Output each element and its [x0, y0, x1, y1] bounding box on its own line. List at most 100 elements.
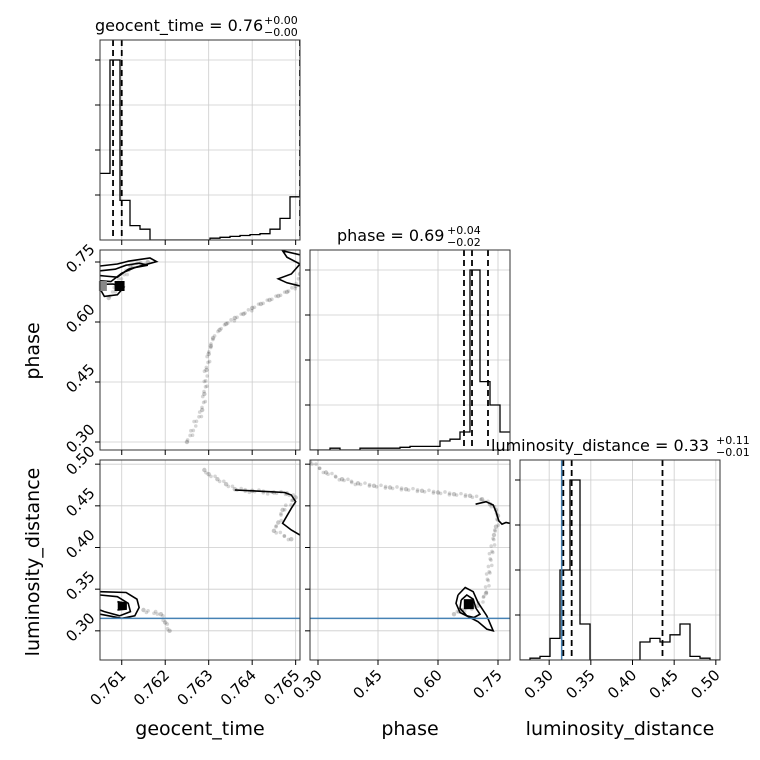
sample-point — [205, 366, 209, 370]
grid-layer — [100, 40, 720, 660]
contour-line — [278, 251, 300, 286]
tick-label-y: 0.60 — [62, 300, 98, 336]
panel-luminosity_distance-vs-geocent_time — [100, 468, 300, 633]
sample-point — [488, 552, 492, 556]
sample-point — [253, 305, 257, 309]
sample-point — [279, 513, 283, 517]
ylabel-phase: phase — [22, 322, 44, 379]
title-luminosity-distance: luminosity_distance = 0.33 — [491, 436, 709, 456]
sample-point — [368, 483, 372, 487]
sample-point — [243, 311, 247, 315]
frame-layer — [100, 40, 720, 660]
sample-point — [279, 531, 283, 535]
sample-point — [203, 400, 207, 404]
sample-point — [266, 492, 270, 496]
density-peak — [115, 281, 125, 291]
sample-point — [310, 462, 314, 466]
sample-point — [330, 472, 334, 476]
sample-point — [191, 433, 195, 437]
sample-point — [314, 462, 318, 466]
sample-point — [481, 600, 485, 604]
sample-point — [489, 558, 493, 562]
sample-point — [482, 595, 486, 599]
sample-point — [455, 493, 459, 497]
sample-point — [247, 308, 251, 312]
sample-point — [411, 487, 415, 491]
sample-point — [363, 481, 367, 485]
panel-frame — [100, 460, 300, 660]
sample-point — [359, 483, 363, 487]
sample-point — [213, 334, 217, 338]
density-peak — [118, 602, 126, 610]
sample-point — [484, 585, 488, 589]
histogram-phase — [310, 250, 510, 450]
sample-point — [471, 495, 475, 499]
sample-point — [487, 584, 491, 588]
sample-point — [334, 475, 338, 479]
sample-point — [276, 520, 280, 524]
sample-point — [350, 480, 354, 484]
sample-point — [274, 525, 278, 529]
title-phase: phase = 0.69 — [337, 226, 444, 245]
tick-label-x: 0.761 — [86, 666, 129, 709]
tick-label-x: 0.50 — [687, 666, 723, 702]
sample-point — [200, 415, 204, 419]
sample-point — [494, 524, 498, 528]
sample-point — [491, 551, 495, 555]
tick-label-x: 0.763 — [173, 666, 216, 709]
sample-point — [427, 489, 431, 493]
sample-point — [227, 485, 231, 489]
sample-point — [204, 379, 208, 383]
sample-point — [416, 488, 420, 492]
sample-point — [209, 342, 213, 346]
sample-point — [218, 480, 222, 484]
tick-label-y: 0.35 — [62, 567, 98, 603]
tick-label-x: 0.45 — [349, 666, 385, 702]
sample-point — [280, 508, 284, 512]
sample-point — [207, 350, 211, 354]
tick-layer: 0.761 0.762 0.763 0.764 0.7650.30 0.45 0.60 0.7… — [62, 60, 723, 709]
tick-label-y: 0.45 — [62, 360, 98, 396]
tick-label-x: 0.35 — [562, 666, 598, 702]
sample-point — [452, 612, 456, 616]
tick-label-x: 0.45 — [646, 666, 682, 702]
sample-point — [205, 374, 209, 378]
sample-point — [186, 438, 190, 442]
sample-point — [125, 273, 129, 277]
sample-point — [274, 531, 278, 535]
sample-point — [226, 321, 230, 325]
histogram-geocent_time — [100, 40, 300, 240]
sample-point — [141, 608, 145, 612]
sample-point — [290, 286, 294, 290]
sample-point — [284, 503, 288, 507]
tick-label-x: 0.30 — [521, 666, 557, 702]
ylabel-luminosity-distance: luminosity_distance — [22, 468, 44, 657]
sample-point — [493, 529, 497, 533]
sample-point — [384, 485, 388, 489]
sample-point — [400, 486, 404, 490]
sample-point — [287, 289, 291, 293]
sample-point — [152, 611, 156, 615]
sample-point — [489, 544, 493, 548]
sample-point — [490, 564, 494, 568]
sample-point — [443, 490, 447, 494]
sample-point — [279, 293, 283, 297]
sample-point — [318, 466, 322, 470]
sample-point — [120, 277, 124, 281]
tick-label-x: 0.764 — [217, 666, 260, 709]
tick-label-y: 0.30 — [62, 609, 98, 645]
panel-frame — [100, 250, 300, 450]
sample-point — [229, 318, 233, 322]
sample-point — [219, 327, 223, 331]
sample-point — [439, 492, 443, 496]
sample-point — [342, 479, 346, 483]
sample-point — [235, 315, 239, 319]
sample-point — [289, 537, 293, 541]
sample-point — [270, 297, 274, 301]
sample-point — [492, 538, 496, 542]
panel-phase-vs-geocent_time — [100, 251, 303, 444]
sample-point — [464, 493, 468, 497]
sample-point — [379, 484, 383, 488]
sample-point — [326, 472, 330, 476]
